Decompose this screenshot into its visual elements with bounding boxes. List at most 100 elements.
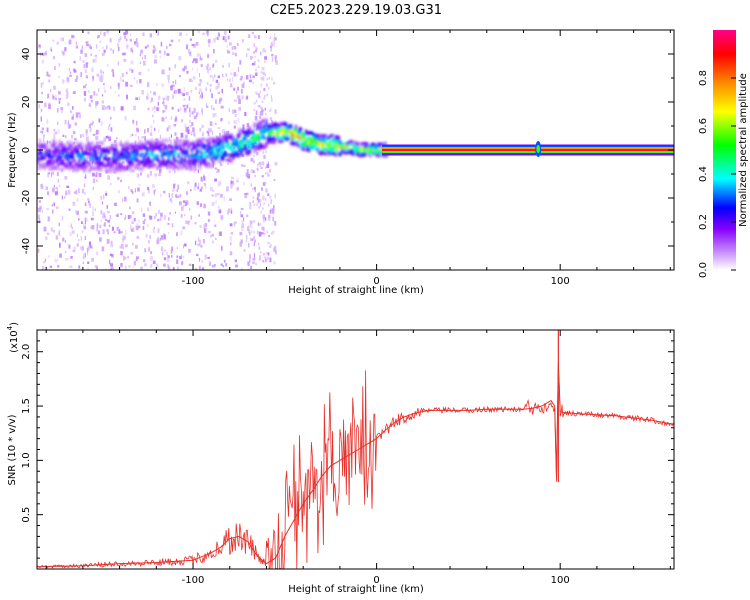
ridge-cell <box>122 152 126 156</box>
ridge-cell <box>195 158 198 162</box>
ridge-cell <box>58 151 61 156</box>
speckle-cell <box>249 254 251 259</box>
ridge-cell <box>86 141 89 146</box>
ridge-cell <box>46 153 50 158</box>
ridge-cell <box>142 163 146 168</box>
speckle-cell <box>180 213 183 218</box>
ridge-cell <box>96 159 99 164</box>
speckle-cell <box>47 191 49 196</box>
speckle-cell <box>129 84 133 87</box>
ridge-cell <box>139 145 142 149</box>
speckle-cell <box>263 154 266 159</box>
ridge-cell <box>235 137 238 142</box>
ridge-cell <box>167 150 170 154</box>
speckle-cell <box>72 170 74 173</box>
speckle-cell <box>41 91 43 95</box>
ridge-cell <box>240 141 243 146</box>
speckle-cell <box>81 230 84 233</box>
speckle-cell <box>107 175 111 180</box>
colorbar-tick-label: 0.2 <box>698 214 709 230</box>
ridge-cell <box>195 155 198 160</box>
ridge-cell <box>162 162 165 166</box>
speckle-cell <box>80 49 84 54</box>
ridge-cell <box>149 144 152 148</box>
speckle-cell <box>233 120 236 123</box>
ridge-cell <box>172 154 175 159</box>
ridge-cell <box>210 146 213 150</box>
speckle-cell <box>91 225 95 230</box>
speckle-cell <box>98 88 100 92</box>
speckle-cell <box>240 150 243 154</box>
speckle-cell <box>172 189 175 192</box>
speckle-cell <box>131 142 135 145</box>
speckle-cell <box>268 174 270 177</box>
ridge-cell <box>311 131 314 136</box>
speckle-cell <box>69 232 72 237</box>
speckle-cell <box>101 246 105 252</box>
speckle-cell <box>140 266 143 270</box>
speckle-cell <box>160 41 163 47</box>
ridge-cell <box>60 161 63 165</box>
speckle-cell <box>205 254 207 258</box>
speckle-cell <box>269 245 272 248</box>
ridge-cell <box>228 146 232 151</box>
speckle-cell <box>236 90 238 94</box>
speckle-cell <box>104 216 106 219</box>
speckle-cell <box>90 122 93 126</box>
speckle-cell <box>265 172 267 175</box>
speckle-cell <box>73 60 76 64</box>
speckle-cell <box>184 155 187 159</box>
ridge-cell <box>103 149 106 153</box>
speckle-cell <box>200 203 203 207</box>
speckle-cell <box>217 182 220 187</box>
ridge-cell <box>265 127 268 132</box>
ridge-cell <box>213 139 217 144</box>
speckle-cell <box>184 243 187 247</box>
speckle-cell <box>65 135 67 139</box>
ridge-cell <box>266 137 270 142</box>
speckle-cell <box>199 55 201 59</box>
ridge-cell <box>175 146 179 150</box>
speckle-cell <box>241 267 243 270</box>
ridge-cell <box>304 143 308 148</box>
ridge-cell <box>362 153 365 157</box>
ridge-cell <box>379 149 382 154</box>
ridge-cell <box>215 143 218 147</box>
ridge-cell <box>89 151 93 155</box>
ridge-cell <box>63 154 66 159</box>
ridge-cell <box>118 163 121 168</box>
speckle-cell <box>110 127 113 132</box>
speckle-cell <box>71 116 74 120</box>
speckle-cell <box>240 207 244 211</box>
speckle-cell <box>84 217 86 221</box>
speckle-cell <box>203 224 206 229</box>
ridge-cell <box>202 143 205 148</box>
speckle-cell <box>64 42 67 45</box>
ridge-cell <box>126 143 129 147</box>
speckle-cell <box>64 250 67 254</box>
ridge-cell <box>364 142 367 146</box>
ridge-cell <box>202 153 205 158</box>
ridge-cell <box>202 137 205 141</box>
speckle-cell <box>48 79 50 83</box>
speckle-cell <box>46 232 50 235</box>
ridge-cell <box>65 147 68 151</box>
speckle-cell <box>197 237 200 242</box>
ridge-cell <box>141 167 144 172</box>
speckle-cell <box>54 258 58 263</box>
ridge-cell <box>134 164 137 169</box>
ridge-cell <box>151 139 154 143</box>
ridge-cell <box>76 144 80 149</box>
ridge-cell <box>233 143 236 147</box>
speckle-cell <box>222 73 224 78</box>
ridge-cell <box>93 166 96 171</box>
ridge-cell <box>118 157 121 161</box>
speckle-cell <box>176 189 178 192</box>
ridge-cell <box>200 151 203 155</box>
speckle-cell <box>160 235 164 240</box>
speckle-cell <box>264 107 267 111</box>
speckle-cell <box>167 255 170 258</box>
ridge-cell <box>354 140 357 145</box>
snr-xlabel: Height of straight line (km) <box>288 584 424 595</box>
speckle-cell <box>225 73 228 77</box>
